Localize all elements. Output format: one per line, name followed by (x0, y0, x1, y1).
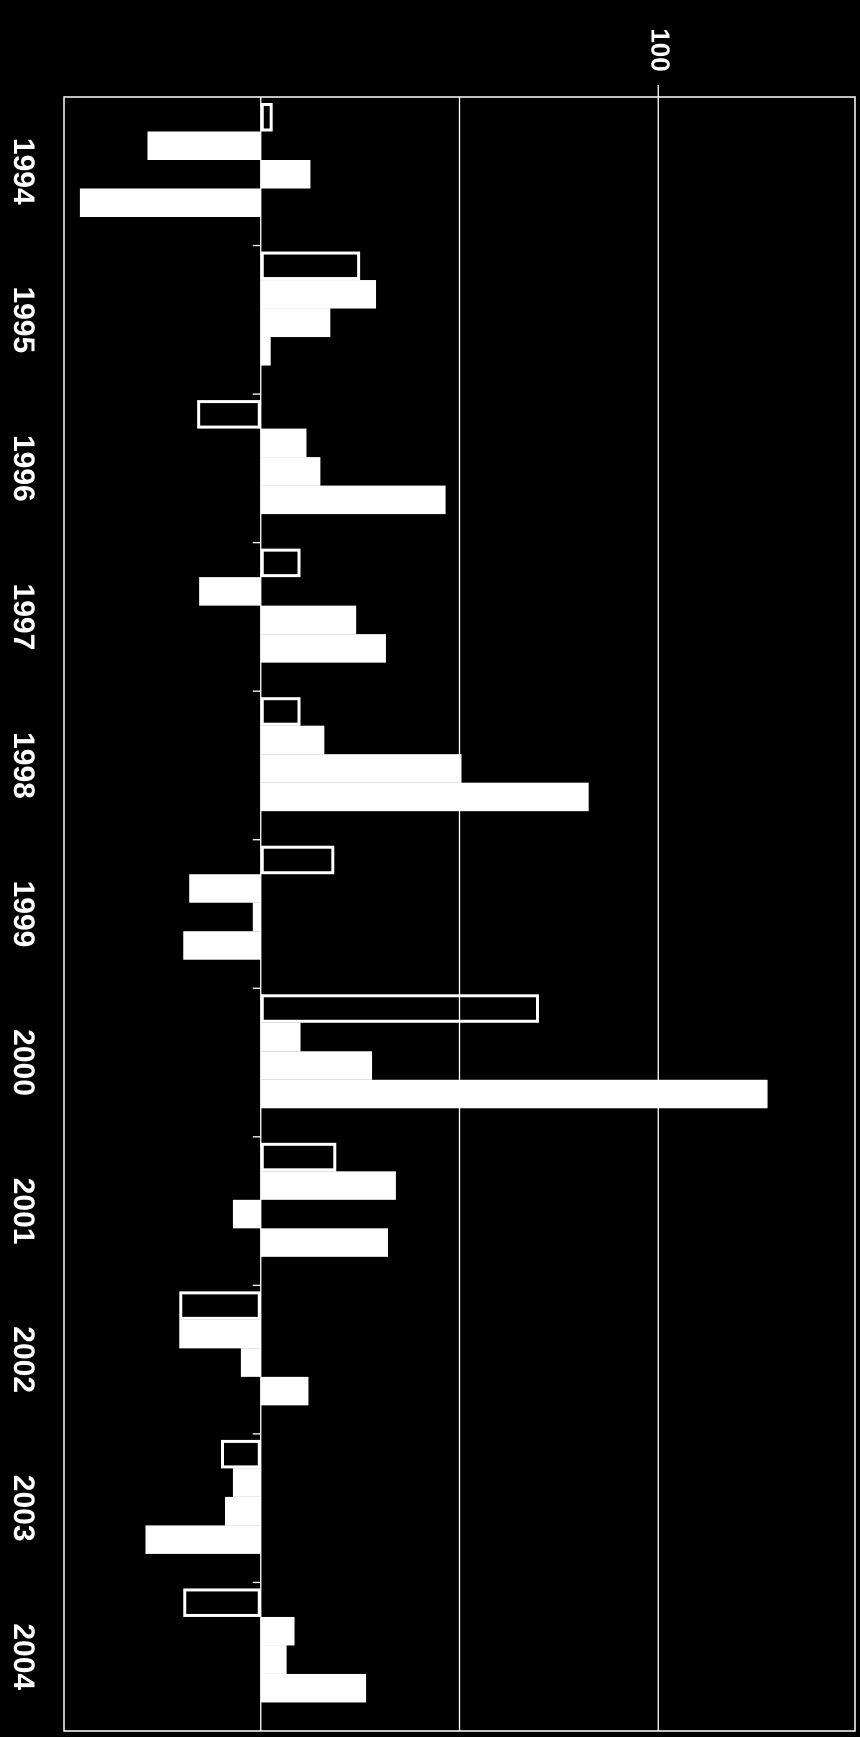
bar (260, 1022, 301, 1052)
bar (260, 1616, 295, 1646)
bar (179, 1291, 261, 1320)
y-tick-label: 1995 (7, 286, 40, 353)
y-tick-label: 2001 (7, 1178, 40, 1245)
bar (199, 577, 261, 606)
bar (260, 308, 331, 338)
bar (260, 994, 539, 1023)
bar (260, 1673, 367, 1703)
bar (147, 131, 261, 160)
bar (183, 931, 261, 960)
y-tick-label: 1998 (7, 732, 40, 799)
bar (260, 1142, 337, 1172)
bar (179, 1319, 261, 1349)
bar (260, 1228, 388, 1257)
bar (260, 697, 301, 726)
y-tick-label: 1996 (7, 435, 40, 502)
y-tick-label: 2004 (7, 1623, 40, 1690)
bar (240, 1348, 261, 1377)
bar (232, 1468, 261, 1497)
y-tick-label: 1997 (7, 584, 40, 651)
bar (260, 605, 357, 635)
bar (260, 1645, 287, 1674)
bar (221, 1439, 261, 1469)
bar (145, 1525, 261, 1554)
bar (260, 754, 462, 783)
bar (260, 1079, 768, 1109)
y-tick-label: 1994 (7, 138, 40, 205)
bar (260, 634, 386, 663)
x-tick-label: 100 (645, 28, 675, 71)
bar (183, 1588, 261, 1617)
bar (260, 845, 335, 875)
bar (260, 337, 271, 366)
y-tick-label: 2002 (7, 1326, 40, 1393)
plot-frame (63, 96, 856, 1732)
bar (260, 1171, 396, 1200)
bar (79, 188, 261, 217)
bar (260, 1051, 373, 1080)
bar (260, 103, 273, 132)
bar (260, 251, 361, 281)
bar (260, 428, 307, 458)
bar (260, 725, 325, 755)
bar (260, 485, 446, 515)
bar (260, 548, 301, 578)
y-tick-label: 2000 (7, 1029, 40, 1096)
bar (260, 782, 589, 812)
bar (189, 874, 261, 903)
bar (260, 160, 311, 189)
bar (252, 902, 261, 932)
bar (260, 280, 377, 309)
y-tick-label: 2003 (7, 1475, 40, 1542)
bar (197, 400, 261, 429)
y-tick-label: 1999 (7, 881, 40, 948)
bar (260, 457, 321, 486)
bar (260, 1376, 309, 1406)
bar (224, 1496, 261, 1526)
bar (232, 1199, 261, 1229)
